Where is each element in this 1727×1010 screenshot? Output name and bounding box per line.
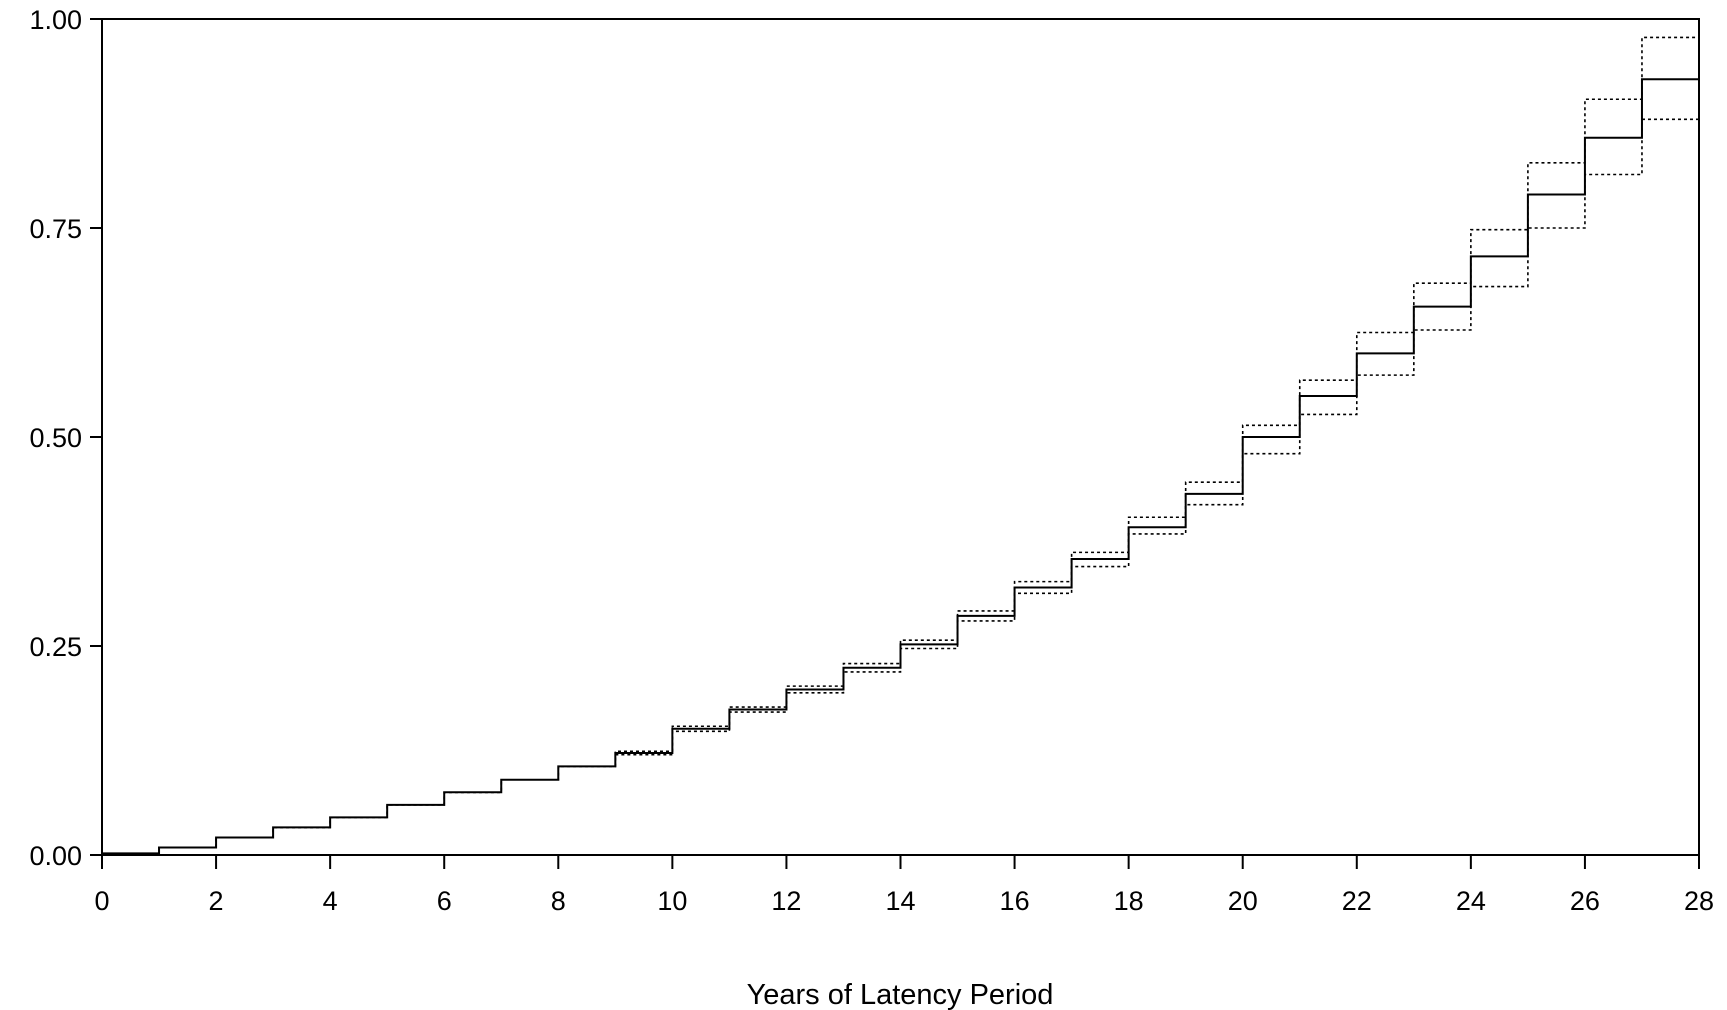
x-tick-label: 20 xyxy=(1228,886,1258,916)
y-tick-label: 0.25 xyxy=(29,632,82,662)
plot-frame xyxy=(101,18,1700,856)
x-tick-label: 4 xyxy=(323,886,338,916)
x-tick-label: 14 xyxy=(885,886,915,916)
x-axis-title: Years of Latency Period xyxy=(747,979,1054,1010)
x-tick-label: 0 xyxy=(94,886,109,916)
x-tick-label: 6 xyxy=(437,886,452,916)
x-tick-label: 24 xyxy=(1456,886,1486,916)
x-tick-label: 26 xyxy=(1570,886,1600,916)
series-layer xyxy=(102,36,1699,855)
x-tick-label: 22 xyxy=(1342,886,1372,916)
y-tick-label: 0.50 xyxy=(29,423,82,453)
x-tick-label: 12 xyxy=(771,886,801,916)
x-tick-label: 10 xyxy=(657,886,687,916)
x-tick-label: 28 xyxy=(1684,886,1714,916)
x-tick-label: 8 xyxy=(551,886,566,916)
x-tick-label: 18 xyxy=(1114,886,1144,916)
y-tick-label: 0.00 xyxy=(29,841,82,871)
confidence-bound-line xyxy=(102,36,1699,855)
x-axis: 0 2 4 6 8 10 12 14 16 18 20 22 24 26 28 xyxy=(94,855,1714,916)
estimate-step-line xyxy=(102,78,1699,855)
y-tick-label: 0.75 xyxy=(29,214,82,244)
x-tick-label: 2 xyxy=(209,886,224,916)
x-tick-label: 16 xyxy=(1000,886,1030,916)
y-tick-label: 1.00 xyxy=(29,5,82,35)
confidence-bound-line xyxy=(102,118,1699,855)
y-axis: 0.00 0.25 0.50 0.75 1.00 xyxy=(29,5,102,871)
